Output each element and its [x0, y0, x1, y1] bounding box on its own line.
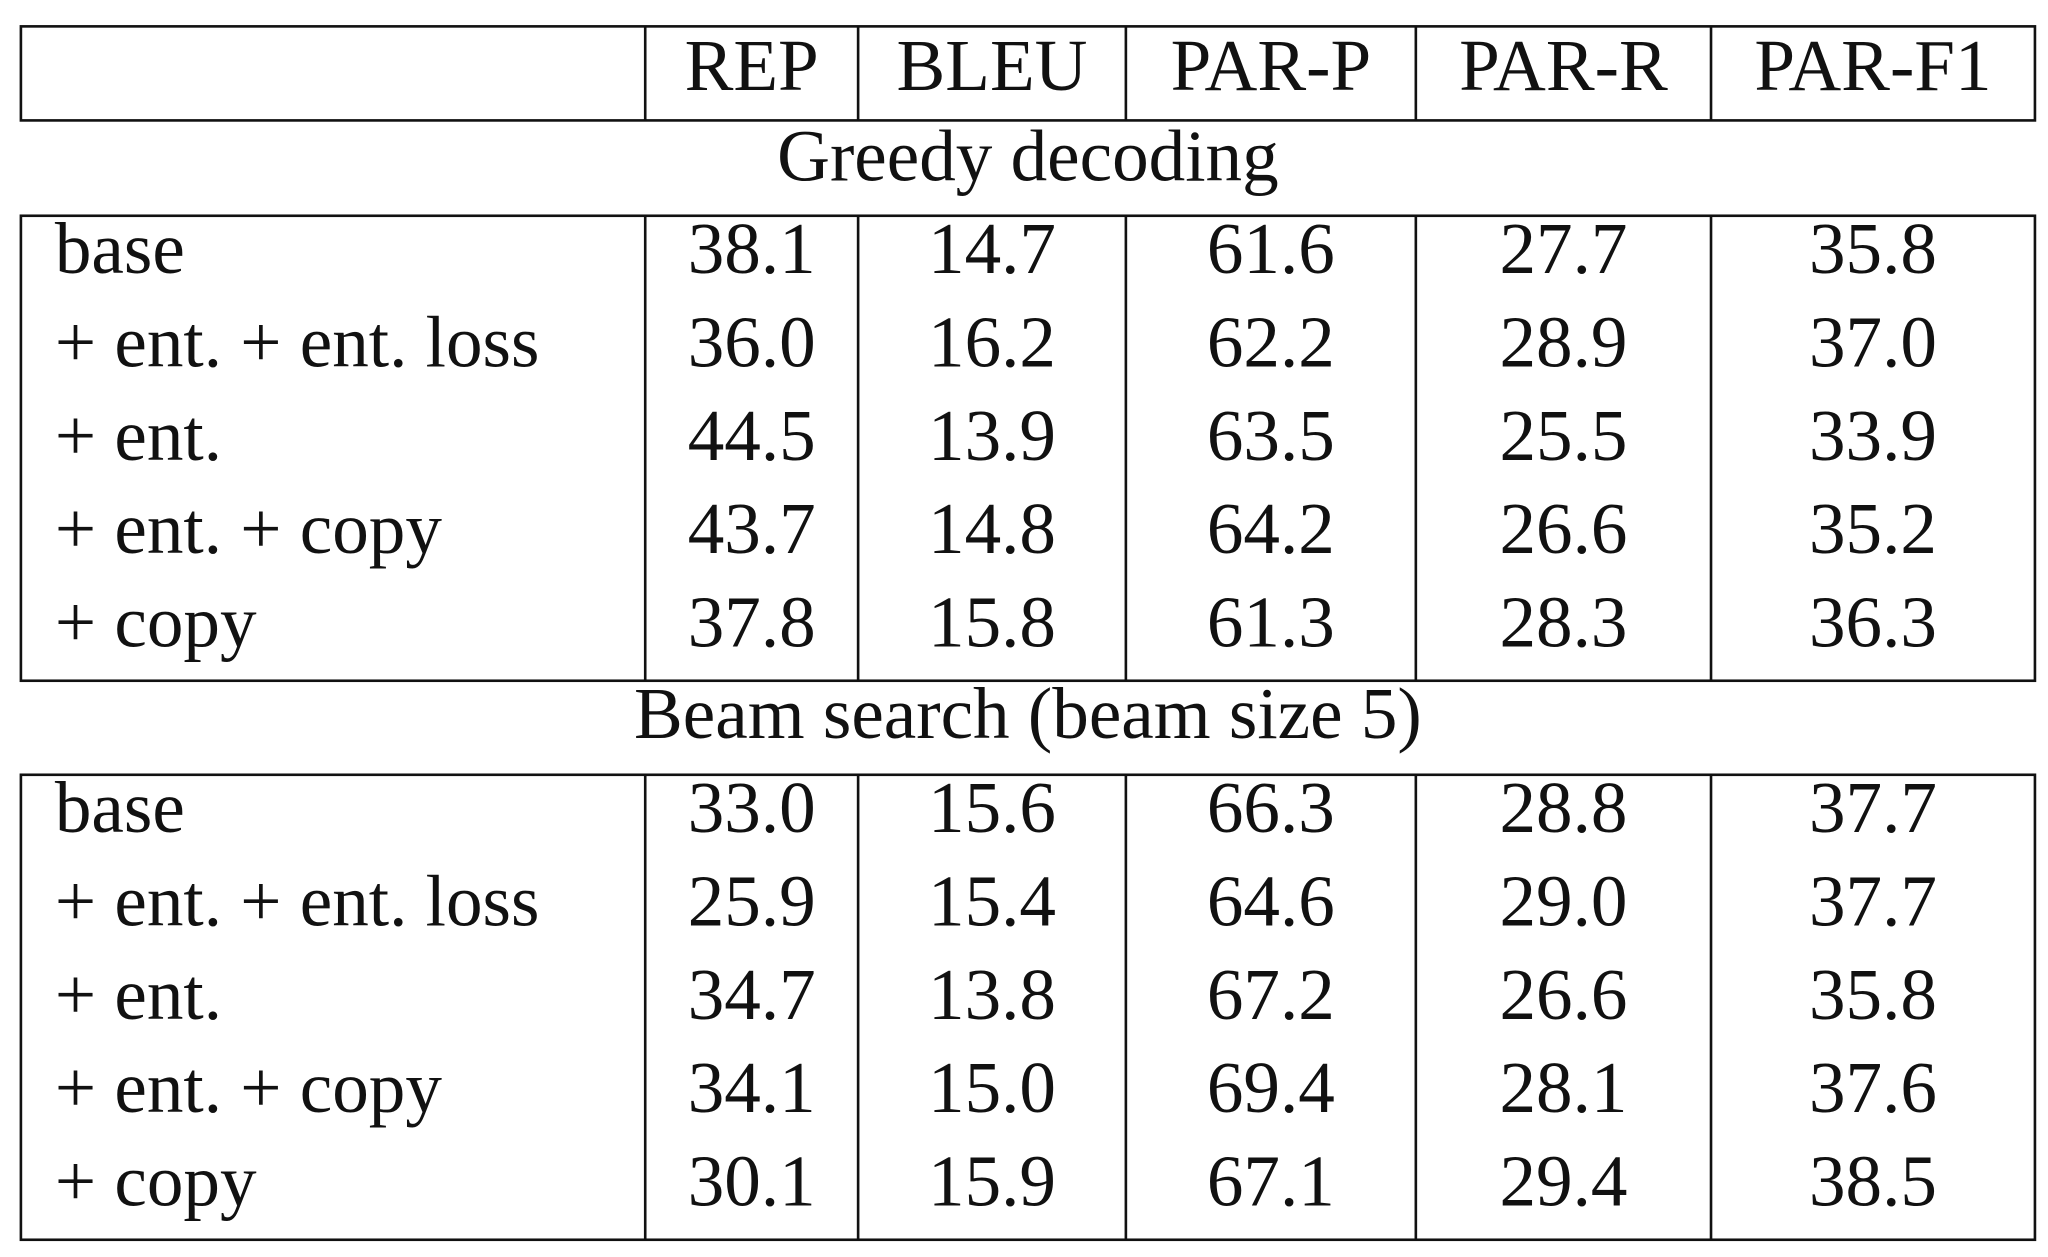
cell-value: 37.0 — [1809, 301, 1937, 382]
row-label: + ent. — [55, 395, 222, 476]
row-label: + ent. + ent. loss — [55, 301, 540, 382]
cell-value: 26.6 — [1499, 954, 1627, 1035]
cell-value: 29.0 — [1499, 860, 1627, 941]
cell-value: 64.2 — [1207, 488, 1335, 569]
cell-value: 36.0 — [688, 301, 816, 382]
cell-value: 34.7 — [688, 954, 816, 1035]
cell-value: 28.8 — [1499, 767, 1627, 848]
cell-value: 69.4 — [1207, 1047, 1335, 1128]
row-label: + ent. + copy — [55, 488, 443, 569]
cell-value: 66.3 — [1207, 767, 1335, 848]
cell-value: 37.7 — [1809, 767, 1937, 848]
cell-value: 16.2 — [928, 301, 1056, 382]
row-label: base — [55, 767, 185, 848]
cell-value: 67.1 — [1207, 1141, 1335, 1222]
column-header: BLEU — [897, 25, 1088, 106]
cell-value: 35.2 — [1809, 488, 1937, 569]
cell-value: 38.5 — [1809, 1141, 1937, 1222]
row-label: + copy — [55, 582, 257, 663]
cell-value: 64.6 — [1207, 860, 1335, 941]
cell-value: 33.9 — [1809, 395, 1937, 476]
cell-value: 67.2 — [1207, 954, 1335, 1035]
cell-value: 30.1 — [688, 1141, 816, 1222]
cell-value: 38.1 — [688, 208, 816, 289]
cell-value: 37.7 — [1809, 860, 1937, 941]
section-box — [19, 214, 2037, 683]
cell-value: 35.8 — [1809, 208, 1937, 289]
cell-value: 28.3 — [1499, 582, 1627, 663]
column-header: PAR-F1 — [1754, 25, 1991, 106]
cell-value: 63.5 — [1207, 395, 1335, 476]
cell-value: 34.1 — [688, 1047, 816, 1128]
cell-value: 15.8 — [928, 582, 1056, 663]
cell-value: 14.7 — [928, 208, 1056, 289]
cell-value: 33.0 — [688, 767, 816, 848]
cell-value: 15.4 — [928, 860, 1056, 941]
cell-value: 62.2 — [1207, 301, 1335, 382]
cell-value: 61.6 — [1207, 208, 1335, 289]
cell-value: 36.3 — [1809, 582, 1937, 663]
cell-value: 37.8 — [688, 582, 816, 663]
row-label: + ent. + ent. loss — [55, 860, 540, 941]
cell-value: 61.3 — [1207, 582, 1335, 663]
section-box — [19, 773, 2037, 1242]
cell-value: 15.0 — [928, 1047, 1056, 1128]
cell-value: 28.9 — [1499, 301, 1627, 382]
header-box — [19, 25, 2037, 122]
cell-value: 14.8 — [928, 488, 1056, 569]
row-label: + ent. + copy — [55, 1047, 443, 1128]
cell-value: 29.4 — [1499, 1141, 1627, 1222]
cell-value: 28.1 — [1499, 1047, 1627, 1128]
row-label: + ent. — [55, 954, 222, 1035]
cell-value: 37.6 — [1809, 1047, 1937, 1128]
cell-value: 15.6 — [928, 767, 1056, 848]
cell-value: 43.7 — [688, 488, 816, 569]
section-title: Beam search (beam size 5) — [634, 673, 1422, 754]
section-title: Greedy decoding — [777, 115, 1279, 196]
cell-value: 25.5 — [1499, 395, 1627, 476]
cell-value: 27.7 — [1499, 208, 1627, 289]
row-label: base — [55, 208, 185, 289]
cell-value: 13.9 — [928, 395, 1056, 476]
cell-value: 25.9 — [688, 860, 816, 941]
column-header: REP — [685, 25, 819, 106]
cell-value: 15.9 — [928, 1141, 1056, 1222]
cell-value: 26.6 — [1499, 488, 1627, 569]
column-header: PAR-P — [1171, 25, 1372, 106]
row-label: + copy — [55, 1141, 257, 1222]
cell-value: 44.5 — [688, 395, 816, 476]
column-header: PAR-R — [1459, 25, 1668, 106]
cell-value: 13.8 — [928, 954, 1056, 1035]
cell-value: 35.8 — [1809, 954, 1937, 1035]
